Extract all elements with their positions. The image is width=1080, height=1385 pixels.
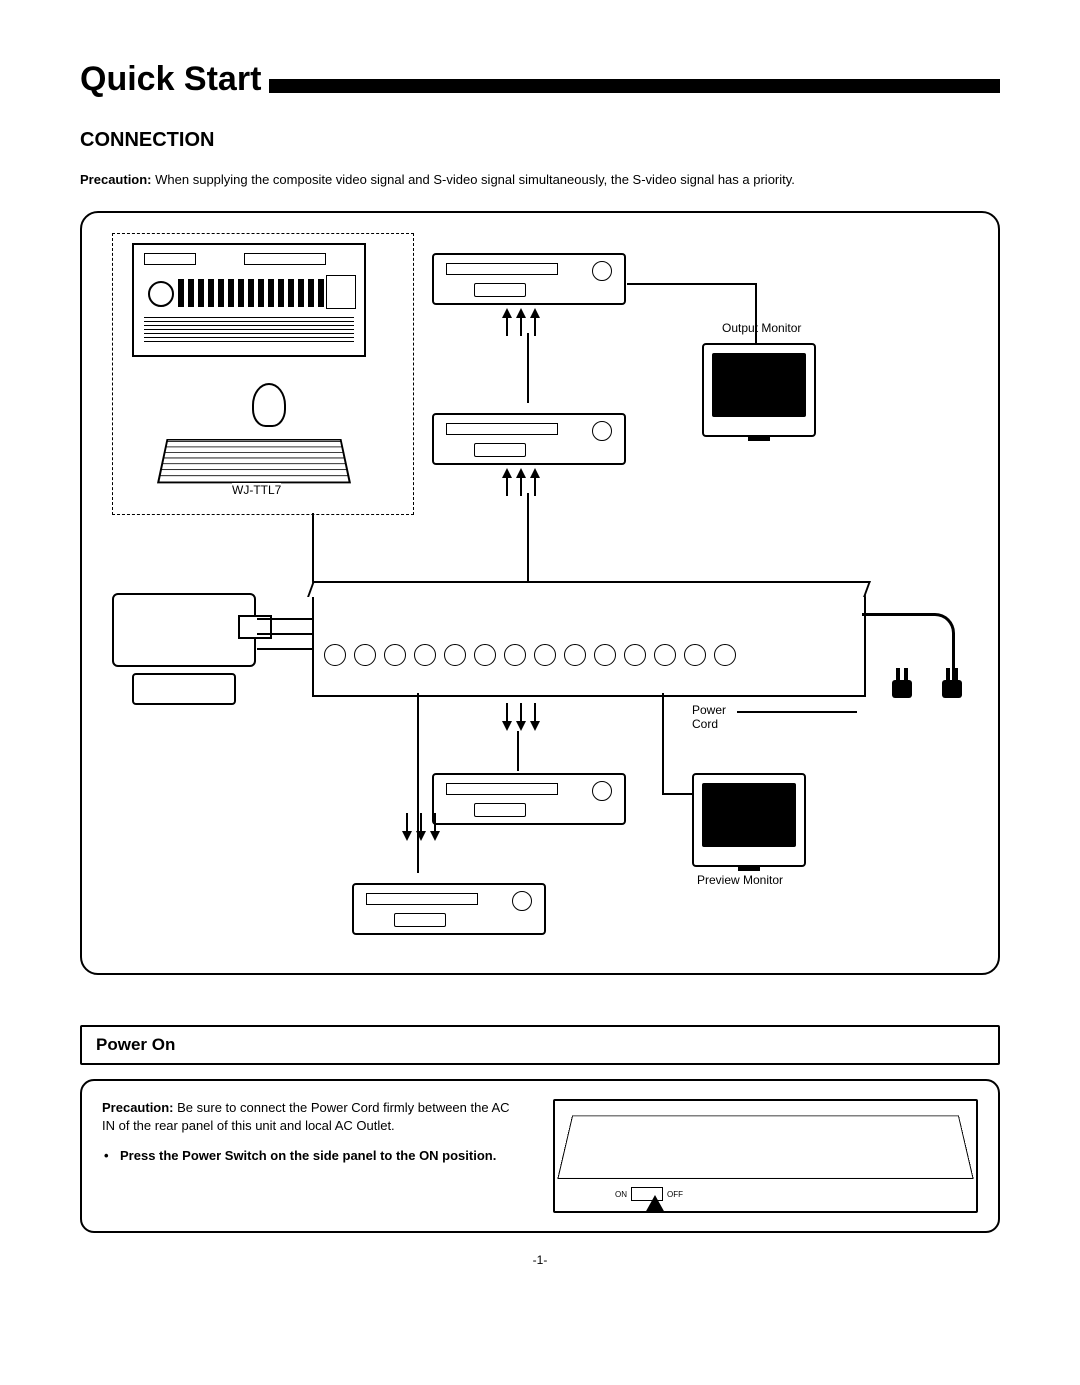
vcr-4 (352, 883, 546, 935)
page-title: Quick Start (80, 60, 261, 99)
connection-heading: CONNECTION (80, 129, 1000, 152)
power-on-step: Press the Power Switch on the side panel… (102, 1148, 523, 1163)
connector-line (527, 493, 529, 593)
power-cord-label: Power Cord (692, 703, 726, 731)
connector-line (662, 793, 692, 795)
output-monitor-label: Output Monitor (722, 321, 801, 335)
power-on-precaution: Precaution: Be sure to connect the Power… (102, 1099, 523, 1134)
connection-diagram: WJ-TTL7 Output Monitor (80, 211, 1000, 975)
mouse-icon (252, 383, 286, 427)
editor-label: WJ-TTL7 (232, 483, 281, 497)
arrows-down-icon (502, 703, 540, 731)
connector-line (417, 693, 419, 873)
power-on-illustration: ON OFF (553, 1099, 978, 1213)
connector-line (257, 633, 312, 635)
connector-line (737, 711, 857, 713)
preview-monitor (692, 773, 806, 867)
precaution-text: When supplying the composite video signa… (155, 172, 795, 187)
mixer-rear-panel (312, 593, 866, 697)
page-number: -1- (80, 1253, 1000, 1267)
connector-line (517, 731, 519, 771)
preview-monitor-label: Preview Monitor (697, 873, 783, 887)
arrows-up-icon (502, 308, 540, 336)
connector-line (257, 648, 312, 650)
vcr-3 (432, 773, 626, 825)
plug-icon (892, 668, 912, 698)
arrows-down-icon (402, 813, 440, 841)
title-bar (269, 79, 1000, 93)
arrows-up-icon (502, 468, 540, 496)
output-monitor (702, 343, 816, 437)
camcorder-base (132, 673, 236, 705)
vcr-1 (432, 253, 626, 305)
arrow-up-icon (645, 1195, 665, 1213)
power-on-heading-box: Power On (80, 1025, 1000, 1065)
connection-precaution: Precaution: When supplying the composite… (80, 172, 1000, 187)
editor-device (132, 243, 366, 357)
power-on-heading: Power On (96, 1035, 175, 1054)
camcorder (112, 593, 256, 667)
keyboard-icon (157, 439, 351, 483)
plug-icon (942, 668, 962, 698)
switch-off-label: OFF (667, 1190, 683, 1199)
precaution-label: Precaution: (80, 172, 152, 187)
connector-line (755, 283, 757, 343)
connector-line (257, 618, 312, 620)
switch-on-label: ON (615, 1190, 627, 1199)
connector-line (527, 333, 529, 403)
connector-line (662, 693, 664, 793)
vcr-2 (432, 413, 626, 465)
power-on-precaution-label: Precaution: (102, 1100, 174, 1115)
connector-line (627, 283, 757, 285)
power-on-box: Precaution: Be sure to connect the Power… (80, 1079, 1000, 1233)
